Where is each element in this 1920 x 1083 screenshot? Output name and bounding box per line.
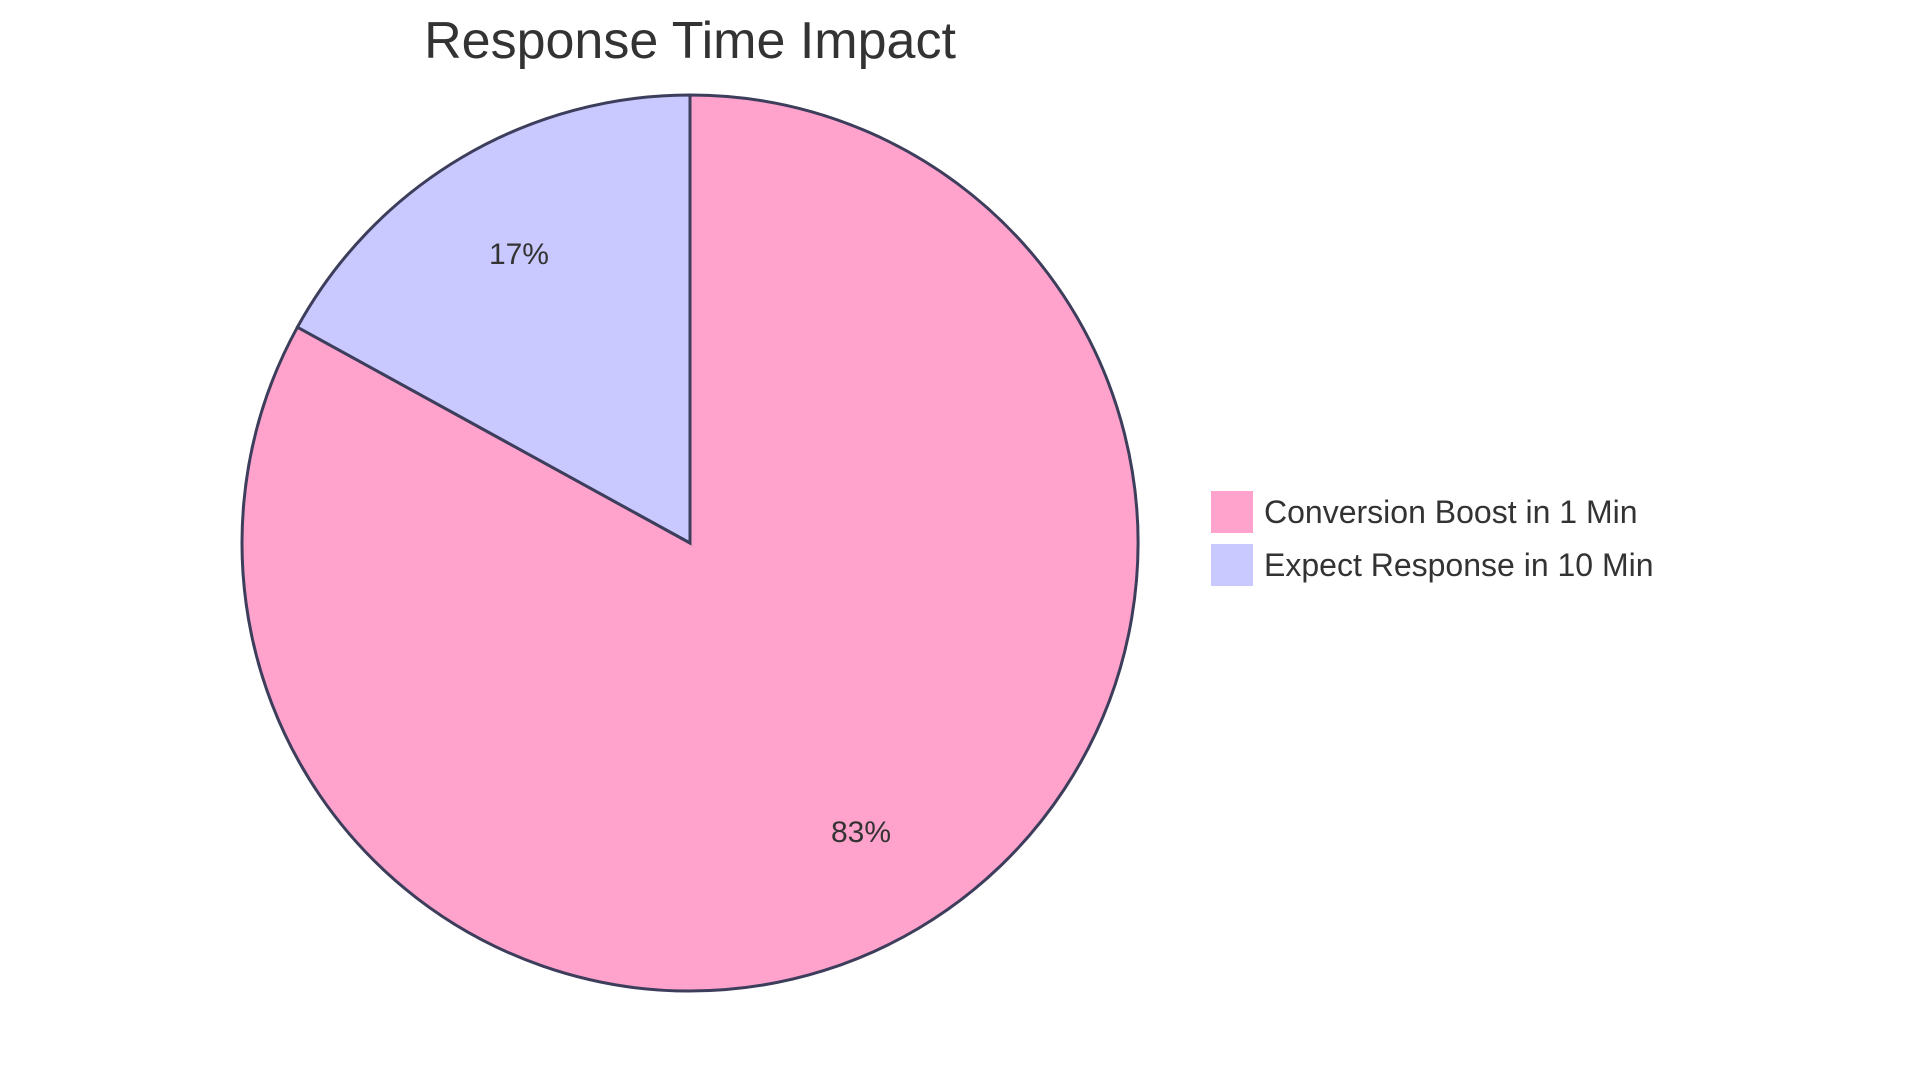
slice-label-2: 17% [489,238,549,271]
chart-title: Response Time Impact [424,12,956,70]
pie-slice-2 [295,93,692,546]
legend-swatch-1 [1209,489,1255,535]
slice-label-1: 83% [831,816,891,849]
legend: Conversion Boost in 1 Min Expect Response… [1209,489,1654,588]
pie-slice-labels: 83% 17% [489,238,891,849]
legend-swatch-2 [1209,542,1255,588]
legend-label-1: Conversion Boost in 1 Min [1264,494,1638,530]
legend-label-2: Expect Response in 10 Min [1264,547,1654,583]
pie-slices [240,93,1140,993]
